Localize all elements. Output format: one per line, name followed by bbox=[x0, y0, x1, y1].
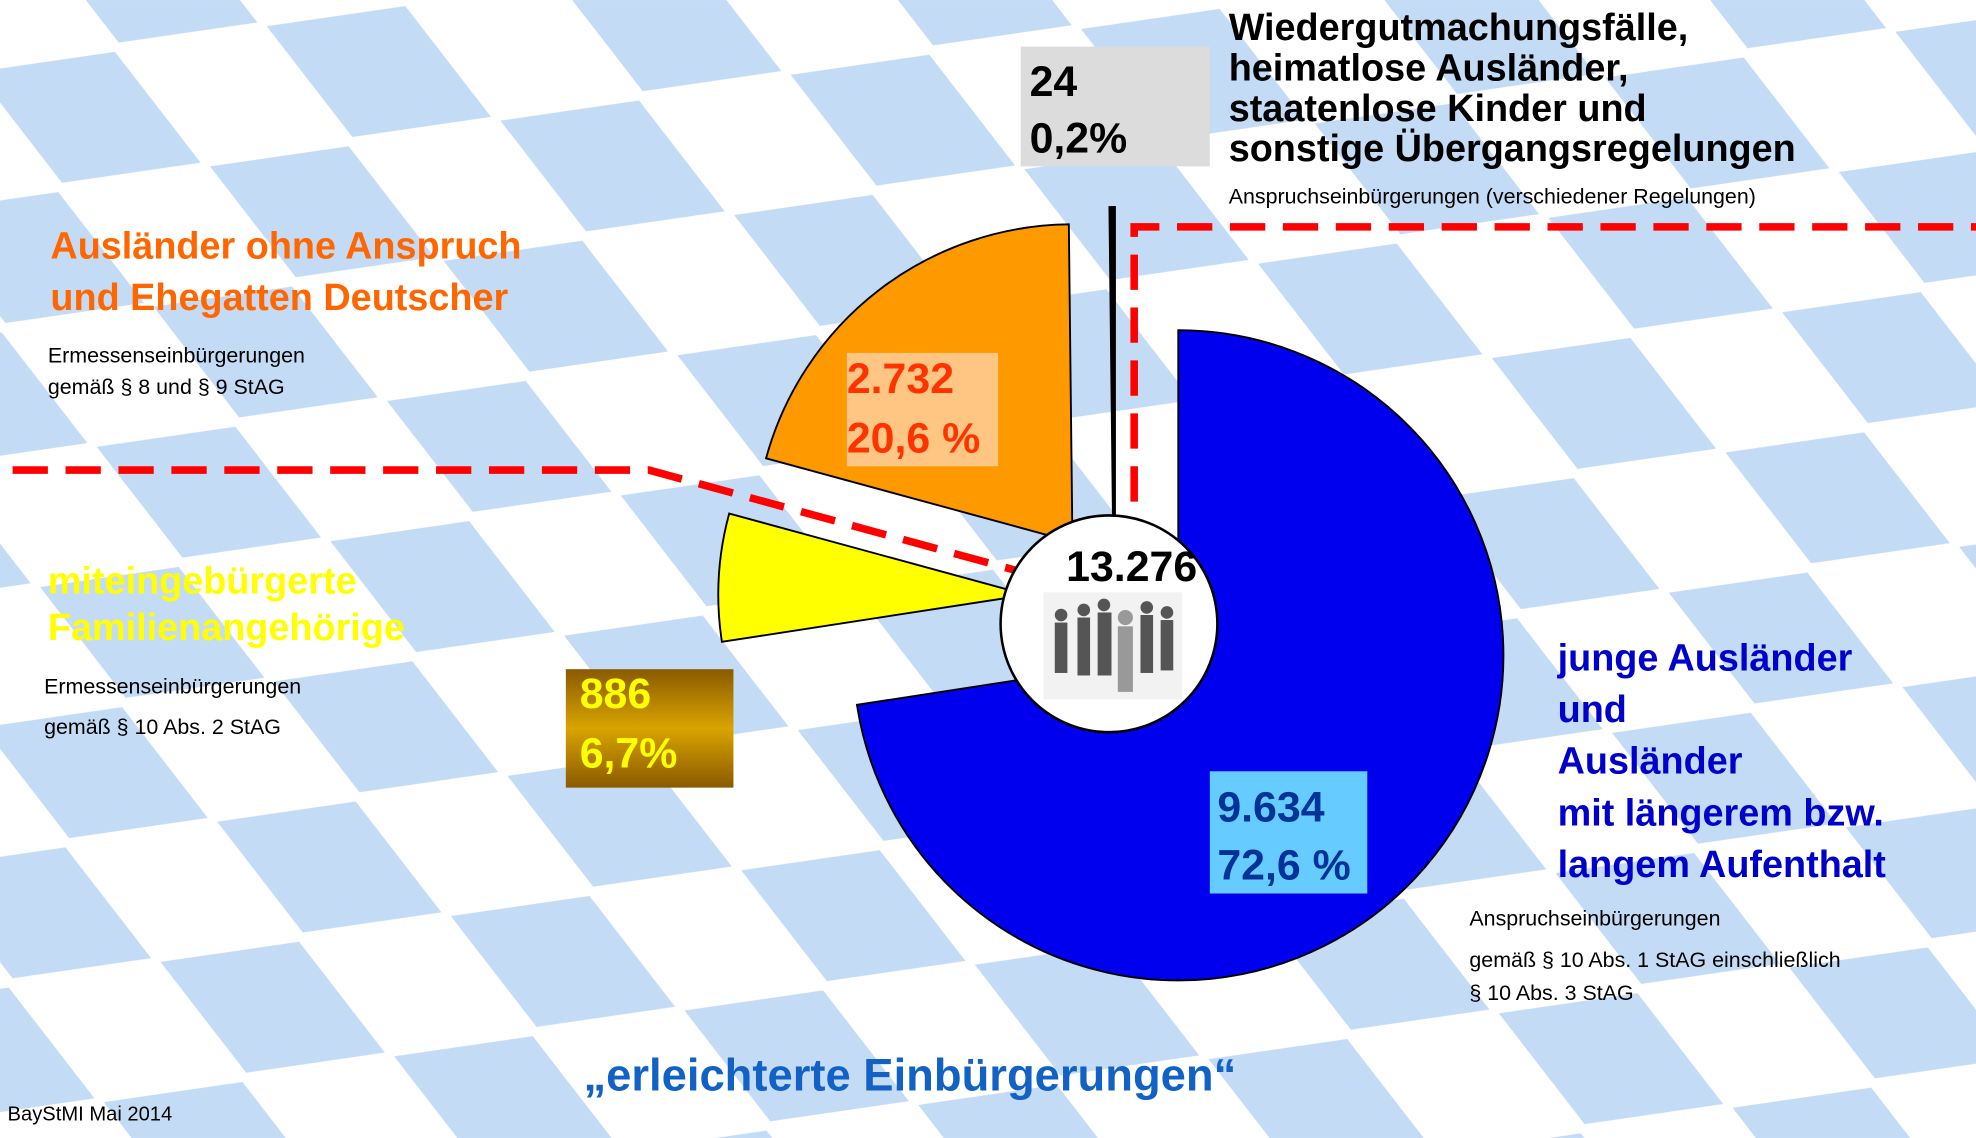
slice-name: mit längerem bzw. bbox=[1558, 792, 1884, 834]
slice-name: sonstige Übergangsregelungen bbox=[1229, 128, 1796, 170]
people bbox=[1054, 598, 1174, 692]
slice bbox=[1108, 206, 1116, 530]
value-label: 9.634 bbox=[1217, 784, 1324, 832]
slice-name: heimatlose Ausländer, bbox=[1229, 48, 1629, 90]
value-box bbox=[565, 669, 734, 788]
people-icon bbox=[1043, 592, 1183, 700]
slice-description: Anspruchseinbürgerungen bbox=[1469, 907, 1720, 931]
chart-title: „erleichterte Einbürgerungen“ bbox=[583, 1050, 1236, 1101]
source: BayStMI Mai 2014 bbox=[8, 1104, 173, 1126]
value-label: 24 bbox=[1030, 58, 1078, 106]
value-label: 886 bbox=[580, 670, 651, 718]
divider-lines bbox=[12, 223, 1976, 578]
slice-description: gemäß § 8 und § 9 StAG bbox=[48, 375, 285, 399]
slice-name: und Ehegatten Deutscher bbox=[50, 277, 508, 319]
divider bbox=[12, 466, 1029, 578]
slice-name: miteingebürgerte bbox=[48, 560, 357, 602]
divider bbox=[1130, 223, 1976, 555]
slice-name: Wiedergutmachungsfälle, bbox=[1229, 7, 1689, 49]
slice-name: langem Aufenthalt bbox=[1558, 844, 1887, 886]
percent-label: 20,6 % bbox=[847, 414, 980, 462]
value-box bbox=[1209, 771, 1368, 894]
slice-name: staatenlose Kinder und bbox=[1229, 88, 1647, 130]
slice-description: gemäß § 10 Abs. 2 StAG bbox=[44, 715, 281, 739]
total-label: 13.276 bbox=[1066, 543, 1197, 591]
slice-name: junge Ausländer bbox=[1557, 637, 1853, 679]
slice-description: gemäß § 10 Abs. 1 StAG einschließlich bbox=[1469, 948, 1840, 972]
slice-name: Ausländer ohne Anspruch bbox=[50, 225, 521, 267]
slice-description: § 10 Abs. 3 StAG bbox=[1469, 981, 1633, 1005]
slice-description: Anspruchseinbürgerungen (verschiedener R… bbox=[1229, 185, 1756, 209]
slice-name: Familienangehörige bbox=[48, 607, 405, 649]
percent-label: 6,7% bbox=[580, 729, 678, 777]
value-box bbox=[846, 352, 999, 467]
slice-description: Ermessenseinbürgerungen bbox=[48, 343, 305, 367]
slice bbox=[717, 512, 1028, 643]
slice-description: Ermessenseinbürgerungen bbox=[44, 675, 301, 699]
value-label: 2.732 bbox=[847, 355, 954, 403]
value-box bbox=[1020, 46, 1210, 167]
slice-name: und bbox=[1558, 689, 1627, 731]
percent-label: 72,6 % bbox=[1217, 842, 1350, 890]
percent-label: 0,2% bbox=[1030, 114, 1128, 162]
slice-name: Ausländer bbox=[1558, 741, 1743, 783]
